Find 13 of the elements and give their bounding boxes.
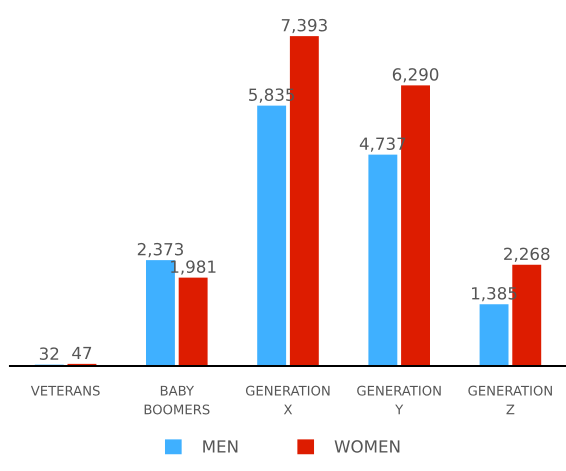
data-label: 32 [40, 347, 58, 360]
legend-label: WOMEN [334, 440, 400, 453]
x-tick-label: GENERATION X [246, 386, 330, 414]
data-label: 47 [72, 346, 92, 360]
data-label: 7,393 [282, 18, 327, 34]
x-tick-label: GENERATION Z [468, 386, 552, 414]
x-tick-label: VETERANS [30, 386, 100, 396]
x-tick-label: BABY BOOMERS [144, 386, 210, 414]
legend-label: MEN [203, 440, 238, 453]
data-label: 2,373 [138, 242, 183, 258]
data-label: 2,268 [504, 248, 550, 262]
data-label: 6,290 [392, 68, 438, 82]
x-tick-label: GENERATION Y [357, 386, 441, 414]
